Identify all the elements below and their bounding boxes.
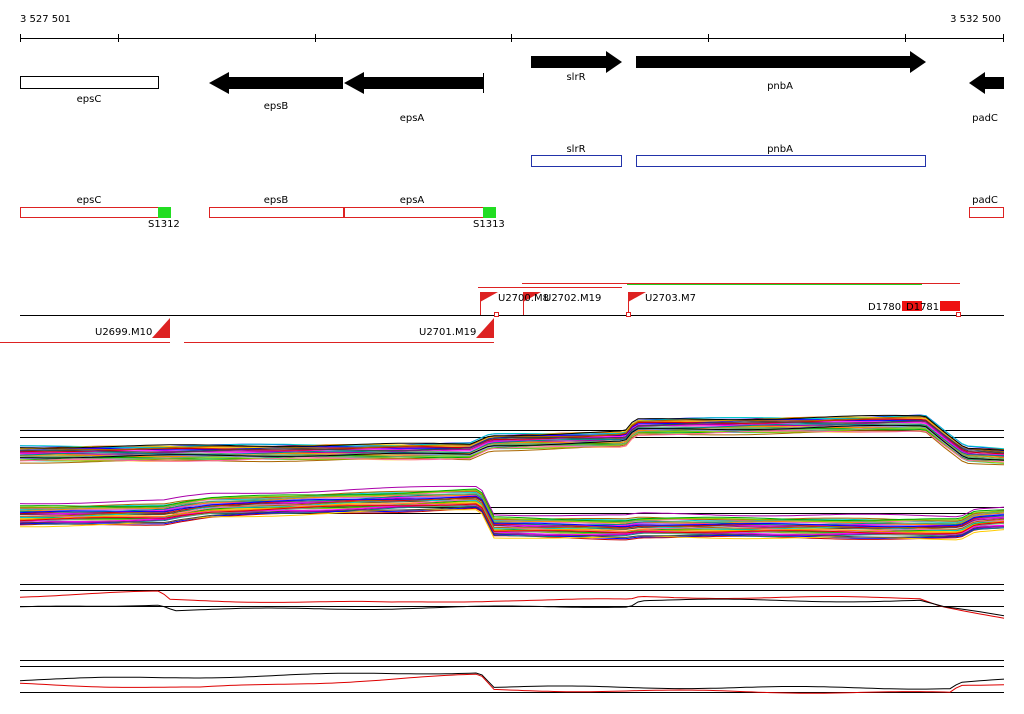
gene-label: epsB xyxy=(264,101,289,112)
trace xyxy=(19,506,1005,540)
gene-label: padC xyxy=(972,113,998,124)
trace xyxy=(19,673,1005,694)
site-marker xyxy=(483,207,496,218)
trace xyxy=(19,503,1005,535)
ruler-start: 3 527 501 xyxy=(20,14,71,25)
unit-label: U2703.M7 xyxy=(645,293,696,304)
trace xyxy=(19,488,1005,522)
operon-label: pnbA xyxy=(767,144,793,155)
trace xyxy=(19,505,1005,538)
trace xyxy=(19,428,1005,461)
unit-label: U2702.M19 xyxy=(544,293,601,304)
site-marker xyxy=(158,207,171,218)
feature-label: epsA xyxy=(400,195,425,206)
trace xyxy=(19,496,1005,529)
expression-traces xyxy=(19,414,1005,694)
trace xyxy=(19,598,1005,617)
unit-track xyxy=(0,283,1004,343)
feature-label: padC xyxy=(972,195,998,206)
ruler xyxy=(20,34,1004,42)
site-label: S1312 xyxy=(148,219,180,230)
site-label: S1313 xyxy=(473,219,505,230)
gene-label: pnbA xyxy=(767,81,793,92)
unit-label: U2701.M19 xyxy=(419,327,476,338)
gene-label: epsA xyxy=(400,113,425,124)
unit-label: U2700.M8 xyxy=(498,293,549,304)
trace xyxy=(19,485,1005,518)
unit-label: U2699.M10 xyxy=(95,327,152,338)
unit-label: D1781 xyxy=(906,302,939,313)
operon-box xyxy=(636,155,926,167)
trace xyxy=(19,424,1005,461)
panel-lines xyxy=(20,430,1004,693)
feature-label: epsC xyxy=(77,195,102,206)
trace xyxy=(19,590,1005,619)
trace xyxy=(19,430,1005,463)
trace xyxy=(19,416,1005,453)
trace xyxy=(20,490,1005,522)
operon-box xyxy=(531,155,622,167)
feature-label: epsB xyxy=(264,195,289,206)
trace xyxy=(19,495,1005,528)
trace xyxy=(20,425,1005,461)
trace xyxy=(19,502,1005,534)
unit-label: D1780 xyxy=(868,302,901,313)
trace xyxy=(19,495,1005,527)
gene-label: epsC xyxy=(77,94,102,105)
operon-label: slrR xyxy=(566,144,585,155)
trace xyxy=(19,504,1005,536)
gene-track xyxy=(20,51,1004,94)
ruler-end: 3 532 500 xyxy=(950,14,1001,25)
gene-label: slrR xyxy=(566,72,585,83)
trace xyxy=(19,420,1005,454)
trace xyxy=(19,425,1005,458)
trace xyxy=(20,414,1005,450)
trace xyxy=(20,430,1005,466)
trace xyxy=(19,503,1005,535)
trace xyxy=(20,489,1005,523)
trace xyxy=(19,672,1005,690)
trace xyxy=(19,414,1005,451)
